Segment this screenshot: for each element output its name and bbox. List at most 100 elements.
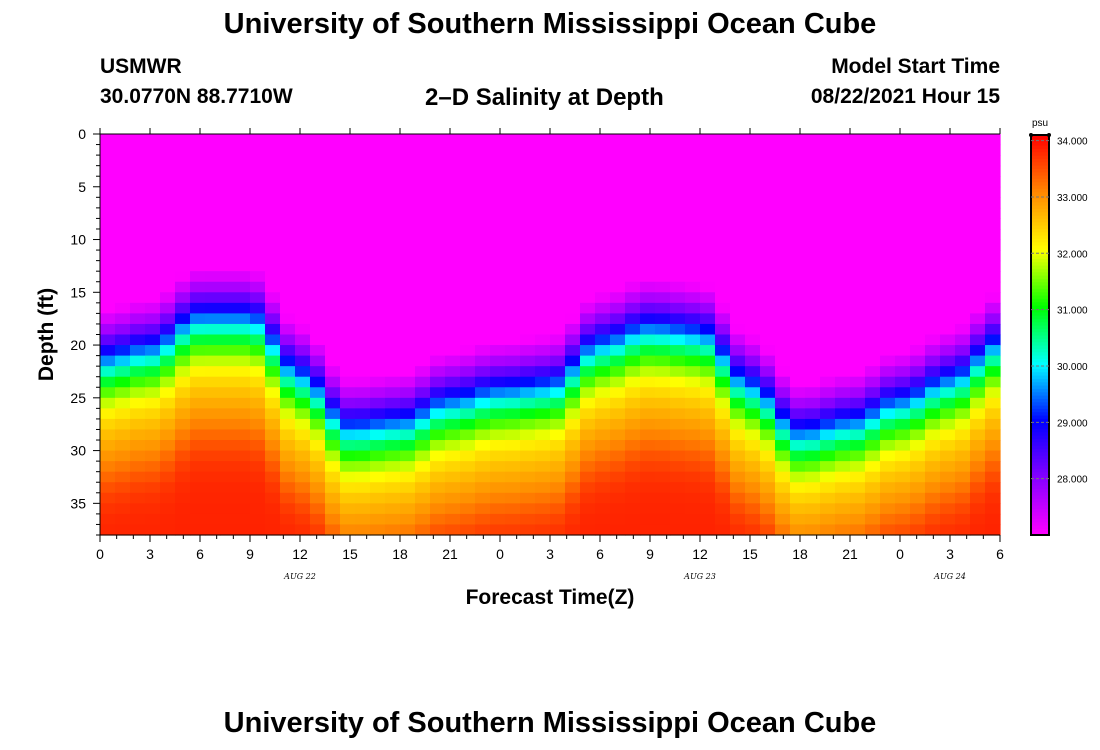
heatmap-cell xyxy=(445,239,461,251)
heatmap-cell xyxy=(610,408,626,420)
colorbar-segment xyxy=(1031,155,1049,159)
heatmap-cell xyxy=(760,418,776,431)
heatmap-cell xyxy=(970,292,986,304)
heatmap-cell xyxy=(235,155,251,167)
colorbar-segment xyxy=(1031,275,1049,279)
heatmap-cell xyxy=(310,482,326,494)
heatmap-cell xyxy=(940,302,956,314)
heatmap-cell xyxy=(385,355,401,367)
heatmap-cell xyxy=(880,429,896,441)
heatmap-cell xyxy=(475,260,491,272)
heatmap-cell xyxy=(115,313,131,325)
heatmap-cell xyxy=(655,408,671,420)
heatmap-cell xyxy=(730,250,746,262)
heatmap-cell xyxy=(385,408,401,420)
heatmap-cell xyxy=(355,176,371,188)
heatmap-cell xyxy=(580,250,596,262)
heatmap-cell xyxy=(940,408,956,420)
heatmap-cell xyxy=(595,323,611,336)
heatmap-cell xyxy=(115,250,131,262)
heatmap-cell xyxy=(760,461,776,473)
heatmap-cell xyxy=(460,334,476,346)
colorbar-segment xyxy=(1031,178,1049,183)
heatmap-cell xyxy=(400,134,416,146)
heatmap-cell xyxy=(970,524,986,536)
heatmap-cell xyxy=(820,155,836,167)
heatmap-cell xyxy=(925,345,941,357)
heatmap-cell xyxy=(520,218,536,230)
heatmap-cell xyxy=(625,260,641,272)
colorbar-segment xyxy=(1031,341,1049,346)
heatmap-cell xyxy=(100,313,116,325)
heatmap-cell xyxy=(790,260,806,272)
heatmap-cell xyxy=(310,144,326,156)
heatmap-cell xyxy=(535,397,551,409)
heatmap-cell xyxy=(655,239,671,251)
heatmap-cell xyxy=(595,207,611,220)
colorbar-segment xyxy=(1031,325,1049,329)
heatmap-cell xyxy=(190,134,206,146)
heatmap-cell xyxy=(475,513,491,526)
heatmap-cell xyxy=(625,271,641,283)
heatmap-cell xyxy=(610,461,626,473)
heatmap-cell xyxy=(295,482,311,494)
heatmap-cell xyxy=(550,503,566,515)
heatmap-cell xyxy=(655,144,671,156)
heatmap-cell xyxy=(715,292,731,304)
heatmap-cell xyxy=(325,440,341,452)
heatmap-cell xyxy=(805,461,821,473)
heatmap-cell xyxy=(220,376,236,388)
heatmap-cell xyxy=(895,271,911,283)
heatmap-cell xyxy=(580,355,596,367)
heatmap-cell xyxy=(670,260,686,272)
heatmap-cell xyxy=(400,165,416,177)
heatmap-cell xyxy=(865,387,881,399)
heatmap-cell xyxy=(400,408,416,420)
heatmap-cell xyxy=(940,376,956,388)
heatmap-cell xyxy=(970,271,986,283)
heatmap-cell xyxy=(265,524,281,536)
x-tick-label: 6 xyxy=(196,546,204,562)
heatmap-cell xyxy=(160,292,176,304)
heatmap-cell xyxy=(145,207,161,220)
heatmap-cell xyxy=(220,292,236,304)
heatmap-cell xyxy=(670,524,686,536)
heatmap-cell xyxy=(355,471,371,483)
heatmap-cell xyxy=(190,239,206,251)
heatmap-cell xyxy=(145,492,161,504)
heatmap-cell xyxy=(445,408,461,420)
heatmap-cell xyxy=(340,134,356,146)
heatmap-cell xyxy=(250,524,266,536)
heatmap-cell xyxy=(475,450,491,462)
heatmap-cell xyxy=(550,197,566,209)
heatmap-cell xyxy=(925,366,941,378)
heatmap-cell xyxy=(835,165,851,177)
heatmap-cell xyxy=(805,260,821,272)
heatmap-cell xyxy=(565,503,581,515)
heatmap-cell xyxy=(475,387,491,399)
heatmap-cell xyxy=(400,197,416,209)
heatmap-cell xyxy=(160,186,176,198)
heatmap-cell xyxy=(550,376,566,388)
heatmap-cell xyxy=(565,376,581,388)
heatmap-cell xyxy=(700,397,716,409)
heatmap-cell xyxy=(895,524,911,536)
colorbar-segment xyxy=(1031,525,1049,529)
heatmap-cell xyxy=(760,197,776,209)
heatmap-cell xyxy=(205,260,221,272)
heatmap-cell xyxy=(115,503,131,515)
heatmap-cell xyxy=(790,197,806,209)
heatmap-cell xyxy=(820,461,836,473)
heatmap-cell xyxy=(745,165,761,177)
heatmap-cell xyxy=(145,471,161,483)
heatmap-cell xyxy=(625,503,641,515)
heatmap-cell xyxy=(355,207,371,220)
colorbar-segment xyxy=(1031,295,1049,299)
heatmap-cell xyxy=(865,471,881,483)
heatmap-cell xyxy=(820,492,836,504)
heatmap-cell xyxy=(805,408,821,420)
heatmap-cell xyxy=(355,271,371,283)
heatmap-cell xyxy=(700,440,716,452)
heatmap-cell xyxy=(520,397,536,409)
heatmap-cell xyxy=(985,387,1001,399)
